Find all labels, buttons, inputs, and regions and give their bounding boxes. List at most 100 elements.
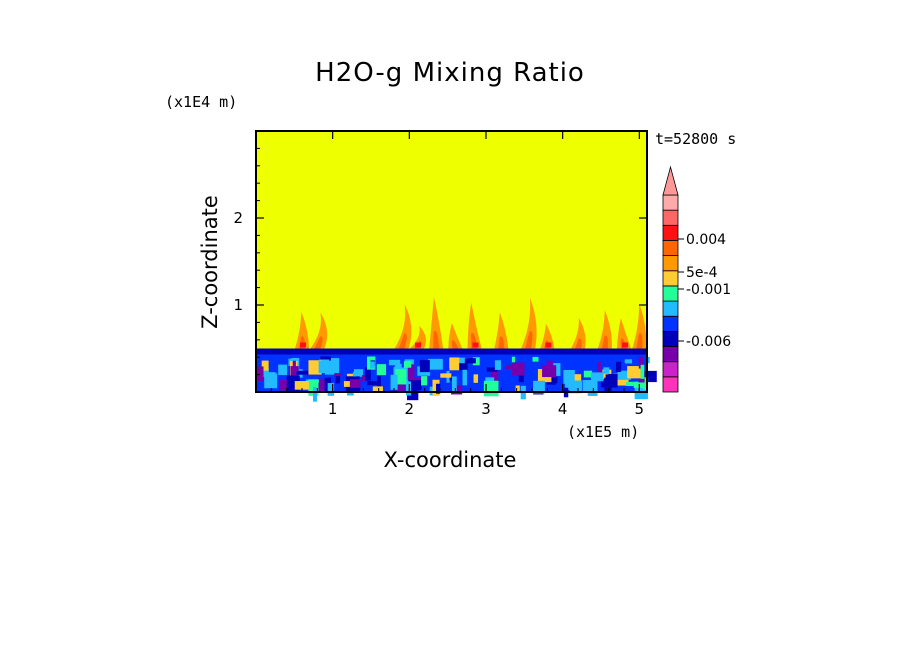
layer-cell bbox=[312, 387, 317, 402]
layer-cell bbox=[569, 380, 582, 394]
plume-peak bbox=[300, 342, 306, 348]
colorbar-segment bbox=[662, 255, 679, 272]
chart-title: H2O-g Mixing Ratio bbox=[315, 58, 585, 88]
layer-cell bbox=[542, 365, 557, 378]
layer-cell bbox=[453, 358, 468, 371]
colorbar-segment bbox=[662, 361, 679, 378]
layer-cell bbox=[334, 373, 342, 377]
layer-cell bbox=[320, 356, 331, 361]
layer-cell bbox=[449, 357, 460, 371]
layer-cell bbox=[582, 380, 594, 392]
x-tick-label: 3 bbox=[481, 400, 491, 418]
plume-core bbox=[314, 336, 323, 349]
colorbar-arrow bbox=[662, 165, 679, 196]
layer-cell bbox=[627, 366, 641, 379]
layer-cell bbox=[583, 370, 593, 378]
layer-cell bbox=[603, 367, 610, 374]
layer-cell bbox=[343, 381, 356, 387]
layer-cell bbox=[608, 373, 618, 388]
plume bbox=[571, 317, 586, 349]
plume bbox=[632, 303, 647, 349]
plume-core bbox=[636, 333, 643, 349]
layer-cell bbox=[601, 379, 605, 388]
layer-cell bbox=[390, 374, 398, 390]
plume-peak bbox=[622, 342, 628, 348]
colorbar-segment bbox=[662, 270, 679, 287]
layer-cell bbox=[372, 386, 383, 392]
layer-cell bbox=[490, 370, 499, 381]
layer-cell bbox=[604, 377, 612, 392]
layer-cell bbox=[419, 360, 430, 373]
plume bbox=[467, 302, 482, 349]
layer-cell bbox=[533, 380, 545, 394]
layer-cell bbox=[625, 381, 634, 386]
layer-cell bbox=[633, 381, 648, 388]
y-tick-label: 2 bbox=[233, 209, 243, 227]
layer-cell bbox=[638, 376, 645, 383]
plume bbox=[410, 325, 427, 349]
colorbar-segment bbox=[662, 224, 679, 241]
layer-cell bbox=[473, 374, 479, 383]
colorbar-segment bbox=[662, 330, 679, 347]
layer-cell bbox=[505, 364, 514, 370]
layer-cell bbox=[494, 360, 501, 370]
layer-cell bbox=[428, 358, 443, 370]
plume bbox=[429, 297, 444, 349]
plume-core bbox=[433, 330, 440, 349]
plume bbox=[540, 323, 555, 349]
plume-peak bbox=[545, 342, 552, 348]
layer-cell bbox=[349, 379, 361, 388]
colorbar-segment bbox=[662, 300, 679, 317]
layer-cell bbox=[462, 369, 467, 386]
layer-cell bbox=[553, 363, 561, 376]
plume bbox=[597, 310, 612, 349]
layer-cell bbox=[597, 361, 601, 377]
layer-cell bbox=[395, 369, 407, 385]
x-tick-label: 2 bbox=[405, 400, 415, 418]
layer-cell bbox=[564, 378, 572, 390]
colorbar-group: 0.004 5e-4-0.001 -0.006 bbox=[662, 165, 731, 393]
layer-cell bbox=[638, 356, 643, 369]
x-tick-label: 1 bbox=[328, 400, 338, 418]
plume-core bbox=[601, 335, 608, 349]
layer-cell bbox=[646, 356, 650, 364]
layer-cell bbox=[512, 362, 525, 376]
layer-cell bbox=[485, 377, 495, 382]
x-tick-label: 5 bbox=[635, 400, 645, 418]
layer-cell bbox=[605, 374, 610, 380]
plume-core bbox=[498, 336, 505, 349]
layer-cell bbox=[563, 370, 575, 384]
layer-cell bbox=[432, 379, 440, 396]
colorbar-segment bbox=[662, 346, 679, 363]
layer-cell bbox=[278, 364, 288, 376]
layer-cell bbox=[467, 358, 476, 364]
layer-cell bbox=[327, 382, 335, 396]
layer-cell bbox=[294, 381, 309, 390]
layer-cell bbox=[590, 372, 604, 382]
x-axis-label: X-coordinate bbox=[383, 448, 517, 472]
layer-cell bbox=[376, 364, 387, 376]
layer-cell bbox=[292, 360, 296, 375]
layer-cell bbox=[515, 385, 520, 392]
axes-group: 1 2 3 4 5 1 2 bbox=[233, 131, 647, 418]
layer-cell bbox=[352, 371, 357, 377]
plume bbox=[394, 304, 412, 349]
layer-cell bbox=[353, 369, 364, 377]
plume bbox=[295, 311, 309, 349]
layer-cell bbox=[457, 357, 465, 364]
layer-cell bbox=[615, 361, 622, 372]
layer-cell bbox=[377, 375, 381, 388]
layer-cell bbox=[511, 356, 516, 363]
colorbar-segment bbox=[662, 209, 679, 226]
field-group bbox=[256, 131, 657, 402]
layer-cell bbox=[361, 375, 365, 382]
y-tick-label: 1 bbox=[233, 296, 243, 314]
layer-cell bbox=[440, 373, 452, 378]
layer-cell bbox=[421, 376, 428, 386]
layer-cell bbox=[436, 383, 441, 394]
colorbar-segment bbox=[662, 240, 679, 257]
layer-cell bbox=[279, 379, 289, 391]
x-unit-label: (x1E5 m) bbox=[567, 423, 640, 441]
